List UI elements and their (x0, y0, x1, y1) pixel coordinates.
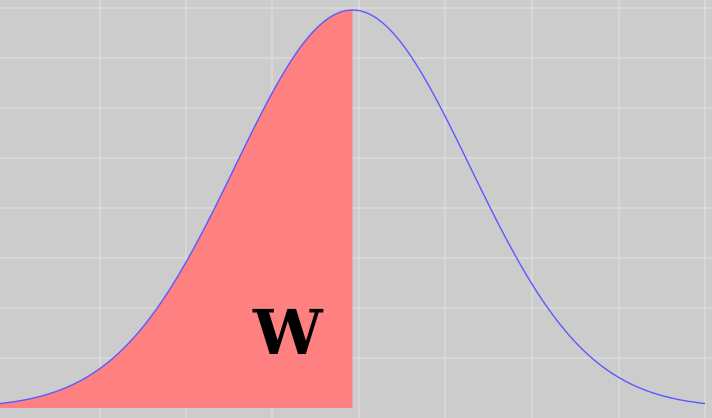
annotation-label: W (252, 296, 324, 369)
annotations: W (252, 296, 324, 369)
density-curve (0, 9, 706, 405)
shaded-area-left-of-mean (0, 10, 353, 408)
